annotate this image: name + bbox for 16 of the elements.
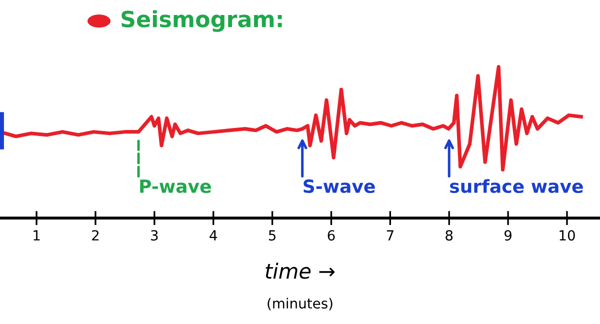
x-tick-label: 7 (386, 230, 394, 240)
annotation: surface wave (450, 179, 583, 194)
x-tick-label: 2 (92, 230, 99, 240)
x-tick-label: 4 (210, 230, 217, 240)
x-tick-label: 8 (446, 230, 453, 241)
text: (minutes) (268, 298, 332, 310)
x-tick-label: 10 (560, 230, 575, 241)
annotation: P-wave (140, 180, 211, 194)
x-tick-label: 5 (268, 230, 276, 241)
x-tick-label: 9 (504, 230, 512, 241)
x-tick-label: 1 (34, 230, 40, 240)
x-axis-title: time → (266, 262, 335, 279)
annotation: S-wave (304, 179, 375, 194)
x-tick-label: 3 (151, 230, 158, 241)
x-tick-label: 6 (328, 230, 335, 241)
chart-title: Seismogram: (122, 10, 282, 32)
